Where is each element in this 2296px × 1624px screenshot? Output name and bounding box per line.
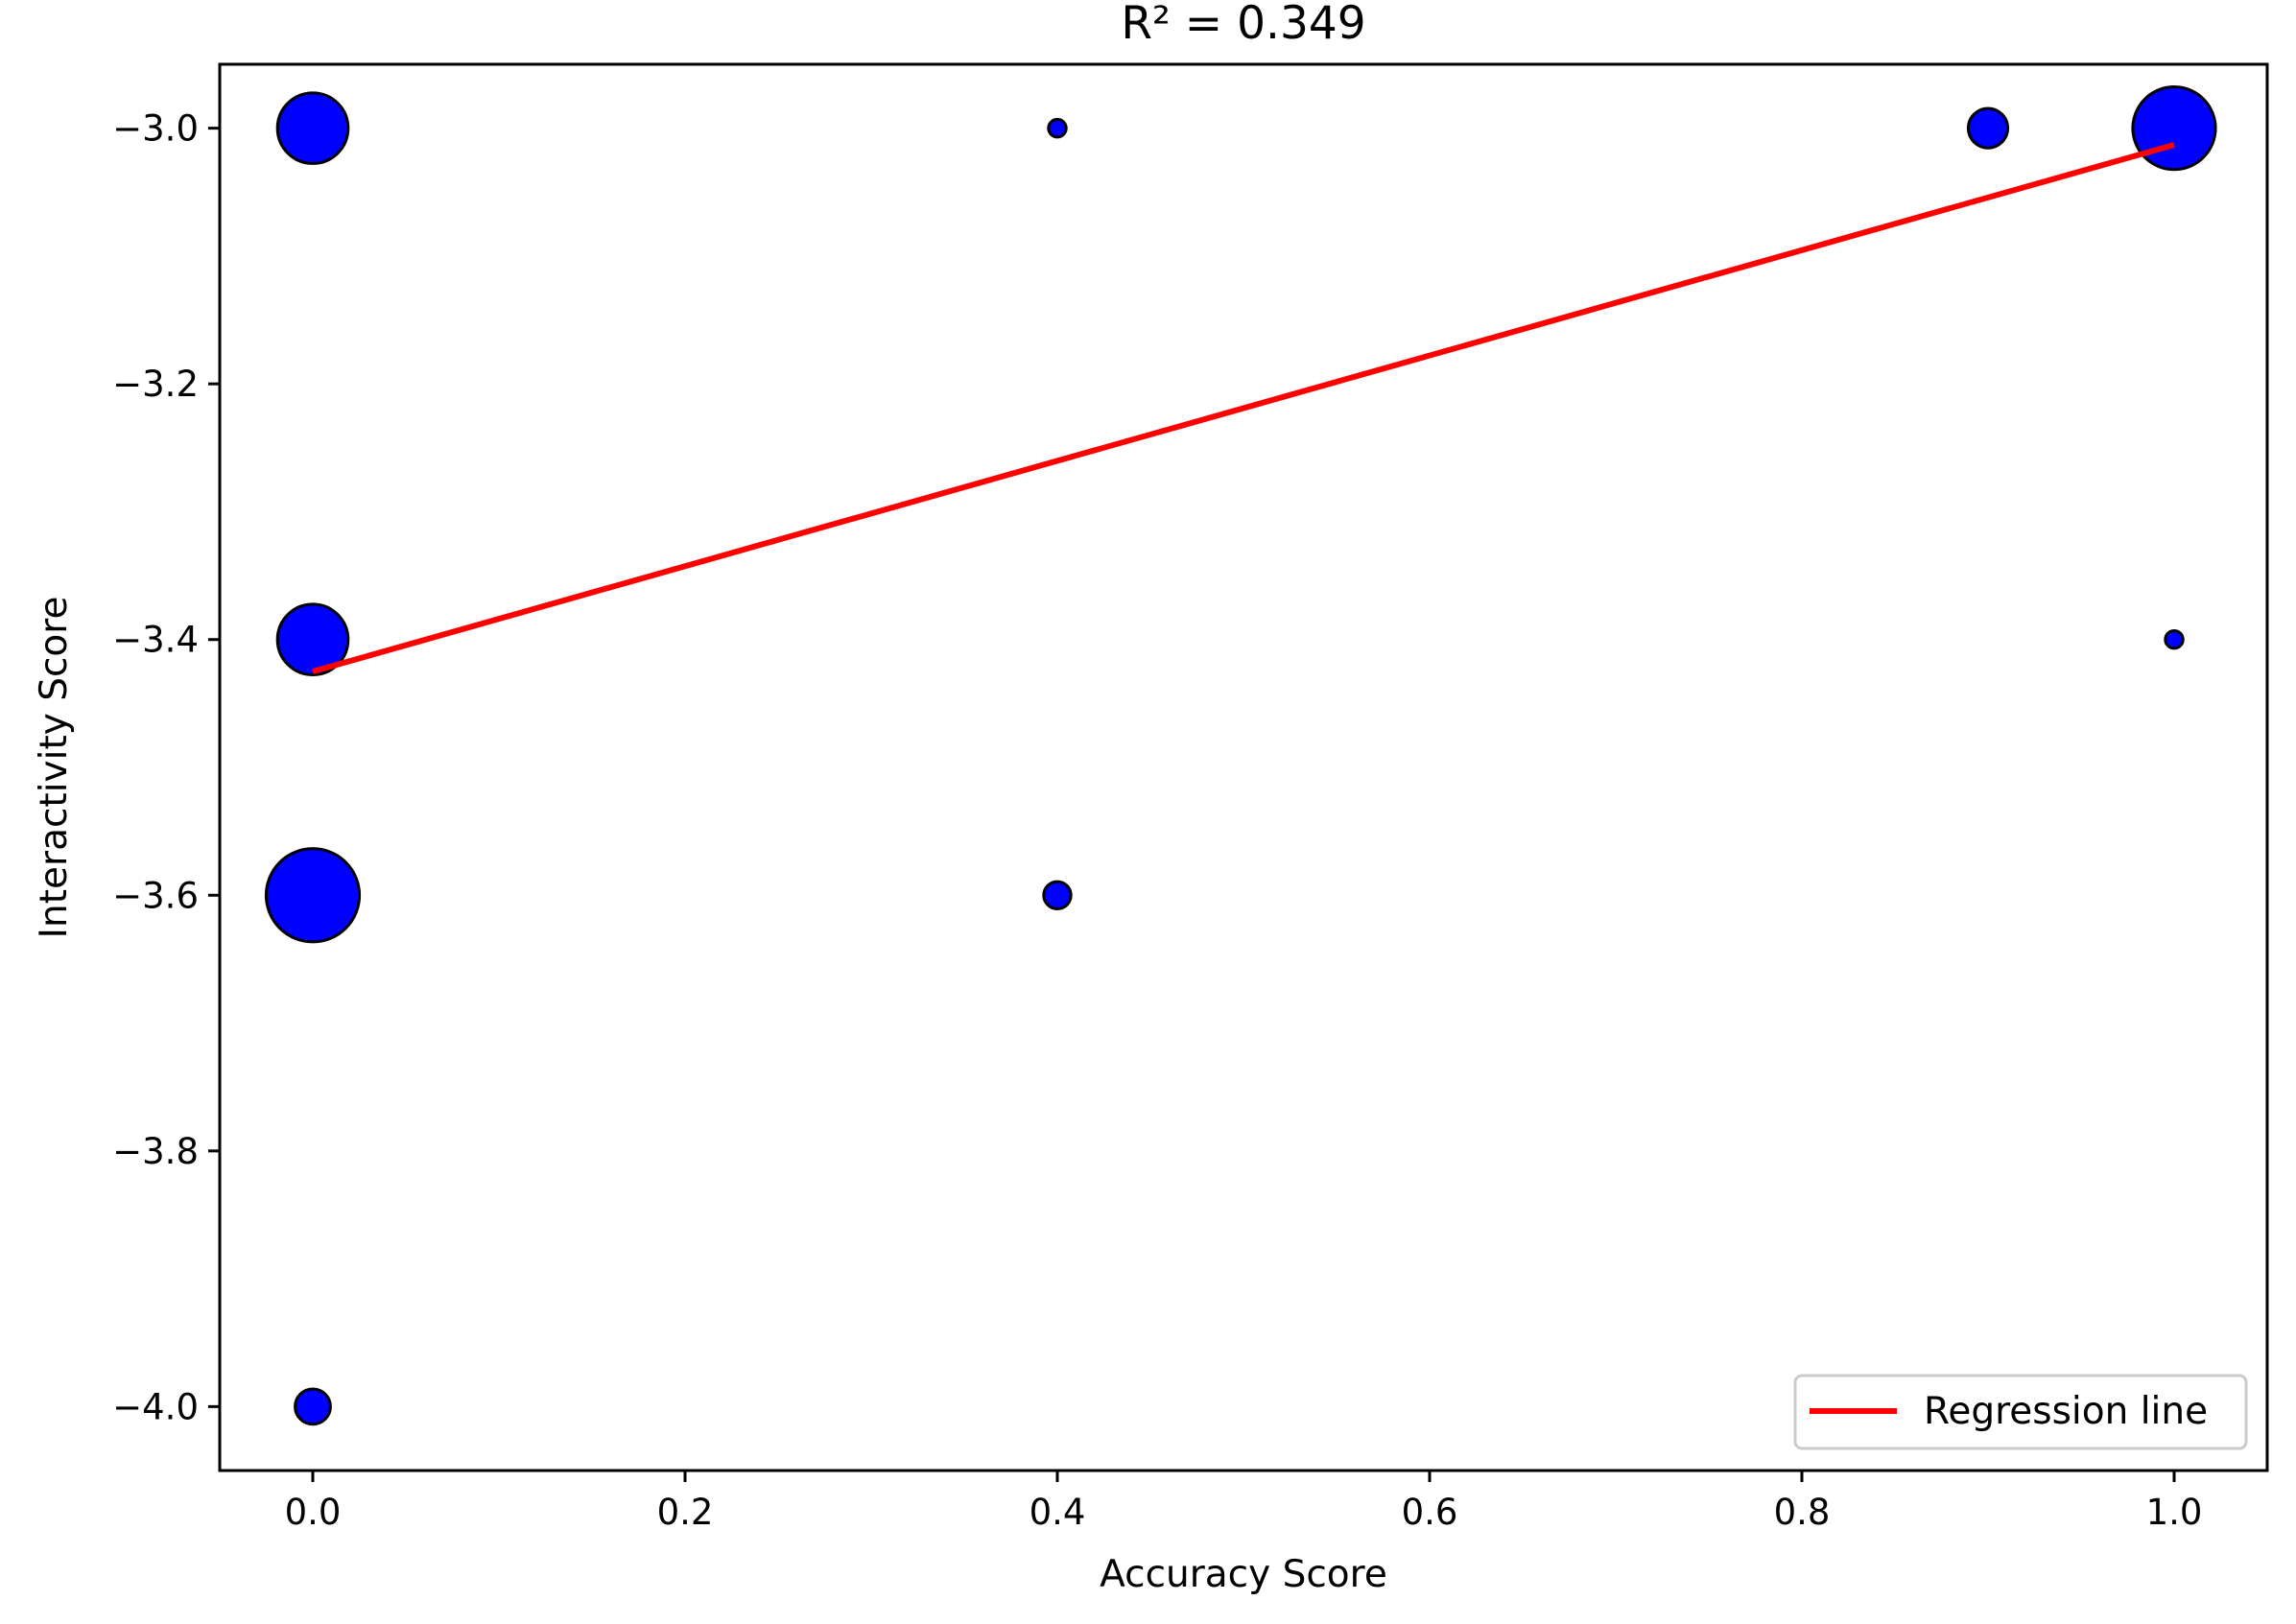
x-tick-label: 0.2: [657, 1492, 714, 1533]
plot-frame: [218, 62, 2269, 1472]
scatter-point: [1966, 106, 2010, 150]
y-axis-label: Interactivity Score: [33, 597, 76, 939]
scatter-point: [275, 91, 350, 165]
legend-box: [1793, 1374, 2248, 1450]
chart-title: R² = 0.349: [1121, 0, 1365, 50]
legend-label-regression: Regression line: [1924, 1390, 2208, 1433]
y-tick-label: −3.6: [112, 875, 199, 916]
x-axis-label: Accuracy Score: [1100, 1553, 1387, 1596]
x-tick-label: 0.0: [285, 1492, 342, 1533]
scatter-point: [1042, 880, 1073, 910]
x-tick-label: 0.8: [1774, 1492, 1831, 1533]
x-axis: 0.0 0.2 0.4 0.6 0.8 1.0: [285, 1471, 2203, 1533]
y-tick-label: −3.8: [112, 1131, 199, 1172]
x-tick-label: 0.6: [1402, 1492, 1458, 1533]
scatter-point: [264, 847, 362, 944]
y-tick-label: −3.2: [112, 364, 199, 405]
regression-line: [312, 142, 2175, 674]
y-tick-label: −4.0: [112, 1386, 199, 1427]
y-tick-label: −3.0: [112, 108, 199, 150]
y-axis: −3.0 −3.2 −3.4 −3.6 −3.8 −4.0: [112, 108, 220, 1427]
legend: Regression line: [1793, 1374, 2248, 1450]
scatter-point: [1047, 117, 1068, 139]
scatter-point: [294, 1387, 332, 1426]
x-tick-label: 1.0: [2146, 1492, 2203, 1533]
x-tick-label: 0.4: [1030, 1492, 1086, 1533]
scatter-point: [275, 602, 350, 677]
plot-area: [264, 85, 2217, 1426]
scatter-point: [2164, 629, 2185, 650]
y-tick-label: −3.4: [112, 620, 199, 661]
scatter-point: [2131, 85, 2217, 172]
